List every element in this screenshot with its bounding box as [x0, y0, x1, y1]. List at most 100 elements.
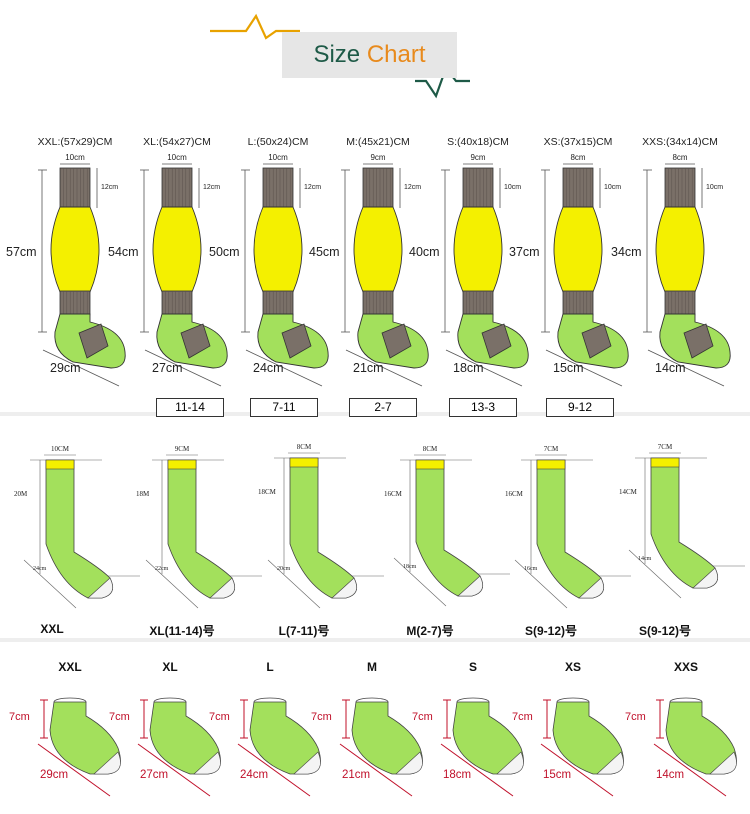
knee-sock-4-heel-patch: [381, 323, 412, 359]
knee-sock-5-leg: [453, 206, 503, 293]
knee-sock-4-top-label: 9cm: [370, 153, 386, 162]
knee-sock-5-length-label: 40cm: [409, 245, 440, 259]
knee-sock-3-size-label: L:(50x24)CM: [247, 136, 309, 148]
knee-sock-4-leg: [353, 206, 403, 293]
ankle-sock-3-foot-dim-line: [237, 743, 311, 797]
title-zigzag-top: [210, 13, 300, 40]
ankle-sock-6-toe: [596, 751, 624, 775]
crew-sock-2-foot-dim-line: [145, 559, 199, 609]
knee-sock-3-foot-label: 24cm: [253, 361, 284, 375]
crew-sock-5-height-label: 16CM: [505, 490, 523, 498]
size-range-box: 11-14: [156, 398, 224, 417]
crew-sock-1-top-band: [45, 459, 75, 470]
crew-sock-2-foot-label: 22cm: [155, 566, 169, 572]
size-chart-title: Size Chart: [282, 32, 457, 78]
knee-sock-4-foot-dim-line: [345, 349, 423, 387]
section-divider: [0, 638, 750, 642]
ankle-sock-7-foot-label: 14cm: [656, 769, 685, 781]
ankle-sock-7-foot-dim-line: [653, 743, 727, 797]
crew-sock-4-body: [415, 459, 484, 597]
ankle-sock-6-foot-label: 15cm: [543, 769, 572, 781]
ankle-sock-6-height-label: 7cm: [512, 711, 533, 723]
ankle-sock-2-foot-label: 27cm: [140, 769, 169, 781]
crew-sock-2-top-label: 9CM: [174, 445, 190, 453]
ankle-sock-1-height-label: 7cm: [9, 711, 30, 723]
crew-sock-3-foot-dim-line: [267, 559, 321, 609]
crew-sock-5-top-band: [536, 459, 566, 470]
knee-sock-2-heel-patch: [180, 323, 211, 359]
crew-sock-4-foot-label: 18cm: [403, 564, 417, 570]
ankle-sock-3-foot-label: 24cm: [240, 769, 269, 781]
ankle-sock-5-toe: [496, 751, 524, 775]
ankle-sock-6-foot-dim-line: [540, 743, 614, 797]
ankle-sock-4-height-label: 7cm: [311, 711, 332, 723]
crew-sock-3-foot-label: 20cm: [277, 566, 291, 572]
crew-sock-3-toe: [331, 577, 357, 599]
crew-sock-6-body: [650, 457, 719, 589]
crew-sock-5-foot-dim-line: [514, 559, 568, 609]
crew-sock-4-top-band: [415, 459, 445, 470]
crew-sock-2-height-label: 18M: [136, 490, 150, 498]
knee-sock-5-foot-label: 18cm: [453, 361, 484, 375]
knee-sock-2-length-label: 54cm: [108, 245, 139, 259]
knee-sock-6-foot-dim-line: [545, 349, 623, 387]
knee-sock-3-cuff-label: 12cm: [304, 184, 322, 191]
size-range-box: 7-11: [250, 398, 318, 417]
knee-sock-4-cuff-label: 12cm: [404, 184, 422, 191]
crew-sock-2-name-label: XL(11-14)号: [149, 624, 215, 638]
knee-sock-3-cuff: [262, 167, 294, 209]
ankle-sock-1-foot-dim-line: [37, 743, 111, 797]
ankle-sock-3-name-label: L: [266, 660, 274, 674]
knee-sock-4-cuff: [362, 167, 394, 209]
knee-sock-2-foot-dim-line: [144, 349, 222, 387]
knee-sock-1-foot-label: 29cm: [50, 361, 81, 375]
knee-sock-6-leg: [553, 206, 603, 293]
ankle-sock-5-foot-label: 18cm: [443, 769, 472, 781]
crew-sock-4-toe: [457, 575, 483, 597]
ankle-sock-3-height-label: 7cm: [209, 711, 230, 723]
knee-sock-7-heel-patch: [683, 323, 714, 359]
crew-sock-3-body: [289, 457, 358, 599]
crew-sock-3-top-band: [289, 457, 319, 468]
knee-sock-6-cuff-label: 10cm: [604, 184, 622, 191]
ankle-sock-2-toe: [193, 751, 221, 775]
knee-sock-7-leg: [655, 206, 705, 293]
crew-sock-5-top-label: 7CM: [543, 445, 559, 453]
knee-sock-4-ankle-band: [362, 290, 394, 316]
title-part-size: Size: [313, 41, 367, 68]
ankle-sock-5-foot-dim-line: [440, 743, 514, 797]
crew-sock-3-name-label: L(7-11)号: [278, 624, 330, 638]
knee-sock-7-top-label: 8cm: [672, 153, 688, 162]
knee-sock-1-heel-patch: [78, 323, 109, 359]
size-range-box: 2-7: [349, 398, 417, 417]
crew-sock-2-top-band: [167, 459, 197, 470]
knee-sock-3-leg: [253, 206, 303, 293]
ankle-sock-6-name-label: XS: [564, 660, 581, 674]
title-part-chart: Chart: [366, 41, 426, 68]
knee-sock-1-cuff: [59, 167, 91, 209]
knee-sock-3-ankle-band: [262, 290, 294, 316]
crew-sock-1-top-label: 10CM: [51, 445, 69, 453]
size-range-box: 9-12: [546, 398, 614, 417]
knee-sock-3-top-label: 10cm: [268, 153, 288, 162]
crew-sock-6-name-label: S(9-12)号: [638, 624, 691, 638]
ankle-sock-2-height-label: 7cm: [109, 711, 130, 723]
knee-sock-1-size-label: XXL:(57x29)CM: [37, 136, 113, 148]
knee-sock-3-foot-dim-line: [245, 349, 323, 387]
knee-sock-2-top-label: 10cm: [167, 153, 187, 162]
knee-sock-5-cuff: [462, 167, 494, 209]
ankle-sock-4-name-label: M: [367, 660, 377, 674]
ankle-sock-5-height-label: 7cm: [412, 711, 433, 723]
ankle-sock-7-toe: [709, 751, 737, 775]
crew-sock-1-foot-label: 24cm: [33, 566, 47, 572]
ankle-sock-2-name-label: XL: [162, 660, 178, 674]
ankle-sock-4-foot-label: 21cm: [342, 769, 371, 781]
knee-sock-1-ankle-band: [59, 290, 91, 316]
knee-sock-5-size-label: S:(40x18)CM: [447, 136, 509, 148]
crew-sock-1-body: [45, 459, 114, 599]
knee-sock-4-length-label: 45cm: [309, 245, 340, 259]
knee-sock-4-size-label: M:(45x21)CM: [346, 136, 410, 148]
crew-sock-1-height-label: 20M: [14, 490, 28, 498]
crew-sock-5-body: [536, 459, 605, 599]
crew-sock-4-height-label: 16CM: [384, 490, 402, 498]
